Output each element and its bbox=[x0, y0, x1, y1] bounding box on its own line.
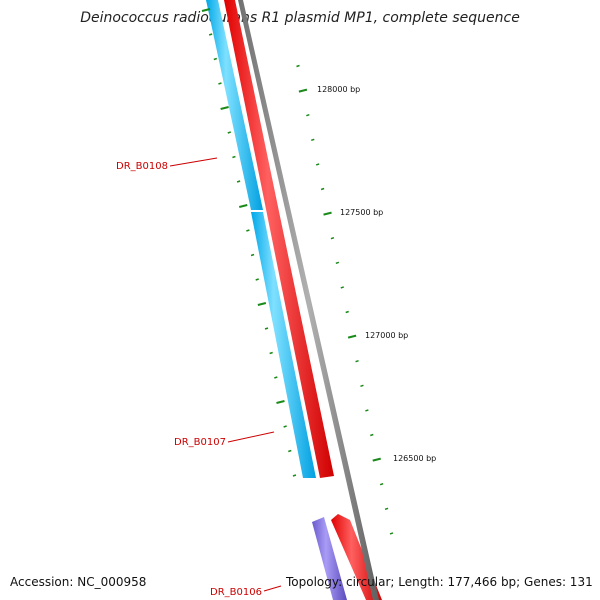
minor-tick bbox=[340, 286, 345, 289]
minor-tick bbox=[274, 376, 278, 379]
minor-tick bbox=[311, 138, 315, 142]
minor-tick bbox=[269, 351, 273, 355]
major-tick bbox=[298, 88, 308, 93]
scale-tick-label: 127500 bp bbox=[340, 208, 383, 217]
gene-label: DR_B0108 bbox=[116, 161, 168, 172]
major-tick bbox=[372, 457, 381, 462]
gene-label: DR_B0107 bbox=[174, 437, 226, 448]
minor-tick bbox=[296, 64, 300, 68]
gene-feature-dr-b0107[interactable] bbox=[251, 212, 316, 478]
major-tick bbox=[220, 106, 229, 110]
scale-tick-label: 128000 bp bbox=[317, 85, 360, 94]
minor-tick bbox=[227, 131, 232, 134]
minor-tick bbox=[283, 425, 287, 428]
minor-tick bbox=[345, 310, 349, 314]
backbone-track bbox=[238, 0, 379, 600]
minor-tick bbox=[232, 155, 236, 159]
minor-tick bbox=[384, 507, 389, 511]
map-title: Deinococcus radiodurans R1 plasmid MP1, … bbox=[80, 10, 520, 26]
minor-tick bbox=[246, 229, 250, 232]
minor-tick bbox=[208, 33, 213, 36]
major-tick bbox=[257, 302, 267, 306]
minor-tick bbox=[360, 384, 364, 388]
gene-feature-reverse-1[interactable] bbox=[224, 0, 334, 478]
gene-feature-dr-b0106[interactable] bbox=[312, 517, 347, 600]
minor-tick bbox=[288, 449, 292, 453]
minor-tick bbox=[236, 180, 241, 183]
gene-label-leader bbox=[263, 585, 282, 592]
minor-tick bbox=[315, 163, 320, 166]
minor-tick bbox=[250, 253, 255, 257]
gene-feature-dr-b0108[interactable] bbox=[206, 0, 263, 210]
minor-tick bbox=[264, 327, 269, 330]
minor-tick bbox=[330, 236, 335, 240]
minor-tick bbox=[213, 57, 218, 61]
minor-tick bbox=[355, 359, 359, 363]
gene-label-leader bbox=[169, 157, 218, 167]
gene-label: DR_B0106 bbox=[210, 587, 262, 598]
minor-tick bbox=[379, 482, 384, 486]
minor-tick bbox=[370, 433, 374, 437]
minor-tick bbox=[389, 532, 394, 535]
minor-tick bbox=[365, 409, 369, 412]
minor-tick bbox=[255, 278, 259, 281]
minor-tick bbox=[218, 82, 222, 85]
minor-tick bbox=[320, 187, 325, 191]
topology-summary: Topology: circular; Length: 177,466 bp; … bbox=[286, 575, 593, 589]
minor-tick bbox=[335, 261, 340, 265]
minor-tick bbox=[292, 474, 297, 477]
major-tick bbox=[347, 334, 357, 339]
major-tick bbox=[323, 211, 332, 216]
scale-tick-label: 126500 bp bbox=[393, 454, 436, 463]
scale-tick-label: 127000 bp bbox=[365, 331, 408, 340]
scale-ticks bbox=[201, 8, 394, 535]
major-tick bbox=[201, 8, 211, 12]
gene-label-leader bbox=[227, 431, 275, 443]
minor-tick bbox=[306, 113, 310, 117]
accession-text: Accession: NC_000958 bbox=[10, 575, 147, 589]
major-tick bbox=[276, 400, 285, 404]
major-tick bbox=[238, 204, 248, 208]
